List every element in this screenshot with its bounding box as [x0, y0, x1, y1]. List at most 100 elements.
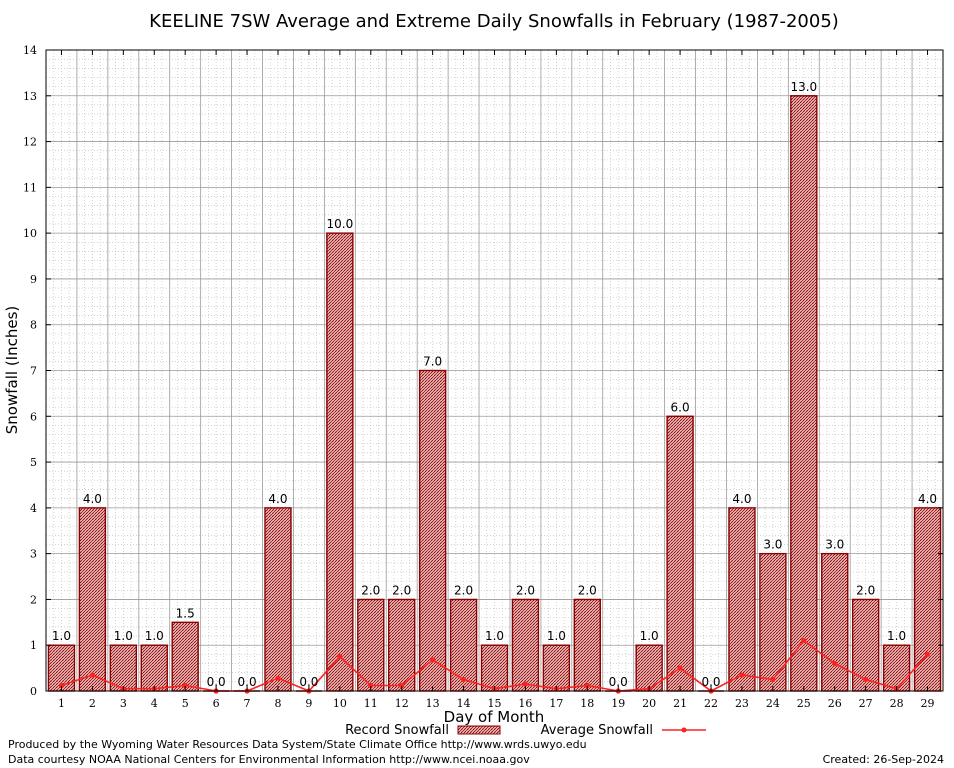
chart-title: KEELINE 7SW Average and Extreme Daily Sn… — [149, 11, 839, 32]
y-tick-label: 3 — [30, 548, 37, 561]
record-bar-day-25 — [790, 95, 818, 692]
x-tick-label: 14 — [457, 697, 471, 710]
x-tick-label: 8 — [274, 697, 281, 710]
average-point-day-14 — [460, 676, 467, 683]
y-tick-label: 12 — [23, 136, 37, 149]
record-bar-day-2 — [78, 507, 107, 692]
x-tick-label: 3 — [120, 697, 127, 710]
x-tick-label: 1 — [58, 697, 65, 710]
record-bar-day-18 — [573, 598, 601, 692]
average-point-day-1 — [58, 682, 65, 689]
footer-data-courtesy: Data courtesy NOAA National Centers for … — [8, 753, 530, 766]
legend-record-swatch — [457, 725, 501, 735]
record-value-label: 1.0 — [114, 629, 133, 643]
record-bar-day-16 — [511, 598, 540, 692]
x-tick-label: 19 — [611, 697, 625, 710]
average-point-day-16 — [522, 681, 529, 687]
record-bar-day-26 — [821, 552, 849, 692]
record-value-label: 10.0 — [326, 217, 353, 231]
y-tick-label: 4 — [30, 502, 37, 515]
record-value-label: 1.0 — [640, 629, 659, 643]
y-tick-label: 5 — [30, 456, 37, 469]
record-bar-day-21 — [666, 415, 694, 692]
average-point-day-2 — [89, 672, 95, 678]
legend-average-label: Average Snowfall — [541, 723, 653, 738]
record-value-label: 1.0 — [145, 629, 164, 643]
record-bar-day-24 — [759, 552, 787, 692]
record-bar-day-23 — [728, 507, 756, 692]
y-tick-label: 0 — [30, 685, 37, 698]
record-value-label: 2.0 — [392, 583, 411, 597]
record-value-label: 0.0 — [701, 675, 720, 689]
record-bar-day-29 — [913, 507, 942, 692]
record-value-label: 2.0 — [578, 583, 597, 597]
record-value-label: 0.0 — [609, 675, 628, 689]
record-value-label: 1.5 — [176, 606, 195, 620]
record-value-label: 2.0 — [454, 583, 473, 597]
y-tick-label: 11 — [23, 181, 37, 194]
footer-produced-by: Produced by the Wyoming Water Resources … — [8, 738, 587, 751]
record-value-label: 2.0 — [361, 583, 380, 597]
x-tick-label: 5 — [182, 697, 189, 710]
record-value-label: 2.0 — [516, 583, 535, 597]
x-tick-label: 6 — [213, 697, 220, 710]
y-tick-label: 10 — [23, 227, 37, 240]
x-tick-label: 17 — [549, 697, 563, 710]
average-point-day-5 — [182, 682, 188, 689]
record-value-label: 7.0 — [423, 355, 442, 369]
y-tick-label: 9 — [30, 273, 37, 286]
x-tick-label: 27 — [859, 697, 873, 710]
average-point-day-23 — [739, 672, 745, 678]
legend-average-marker — [681, 727, 687, 733]
average-point-day-11 — [368, 682, 374, 689]
average-point-day-13 — [430, 657, 436, 663]
x-tick-label: 16 — [518, 697, 532, 710]
x-axis-label: Day of Month — [444, 708, 545, 726]
record-bar-day-13 — [418, 369, 447, 692]
x-tick-label: 4 — [151, 697, 158, 710]
record-value-label: 4.0 — [83, 492, 102, 506]
record-bar-day-20 — [635, 644, 663, 692]
record-bar-day-15 — [480, 644, 509, 692]
record-value-label: 6.0 — [671, 400, 690, 414]
x-tick-label: 13 — [426, 697, 440, 710]
average-point-day-21 — [677, 665, 683, 671]
record-value-label: 13.0 — [790, 80, 817, 94]
x-tick-label: 18 — [580, 697, 594, 710]
x-tick-label: 9 — [305, 697, 312, 710]
average-point-day-18 — [584, 682, 590, 689]
x-tick-label: 21 — [673, 697, 687, 710]
average-point-day-29 — [924, 651, 931, 657]
record-value-label: 4.0 — [918, 492, 937, 506]
x-tick-label: 20 — [642, 697, 656, 710]
y-tick-label: 6 — [30, 410, 37, 423]
y-tick-label: 7 — [30, 365, 37, 378]
y-tick-label: 14 — [23, 44, 37, 57]
x-tick-label: 2 — [89, 697, 96, 710]
average-point-day-12 — [399, 682, 405, 689]
average-point-day-26 — [832, 660, 838, 667]
x-tick-label: 10 — [333, 697, 347, 710]
average-point-day-8 — [275, 675, 281, 681]
x-tick-label: 12 — [395, 697, 409, 710]
y-tick-label: 8 — [30, 319, 37, 332]
record-value-label: 3.0 — [825, 538, 844, 552]
record-value-label: 1.0 — [887, 629, 906, 643]
record-bar-day-4 — [140, 644, 168, 692]
record-bar-day-3 — [109, 644, 138, 692]
average-point-day-10 — [337, 654, 343, 660]
x-tick-label: 28 — [890, 697, 904, 710]
y-axis-label: Snowfall (Inches) — [3, 306, 21, 434]
y-tick-label: 1 — [30, 639, 37, 652]
record-value-label: 4.0 — [732, 492, 751, 506]
record-value-label: 4.0 — [268, 492, 287, 506]
record-value-label: 0.0 — [207, 675, 226, 689]
legend: Record Snowfall Average Snowfall — [345, 723, 706, 738]
x-tick-label: 22 — [704, 697, 718, 710]
x-tick-label: 23 — [735, 697, 749, 710]
record-value-label: 1.0 — [485, 629, 504, 643]
record-bar-day-17 — [542, 644, 571, 692]
legend-record-label: Record Snowfall — [345, 723, 449, 738]
record-value-label: 1.0 — [52, 629, 71, 643]
